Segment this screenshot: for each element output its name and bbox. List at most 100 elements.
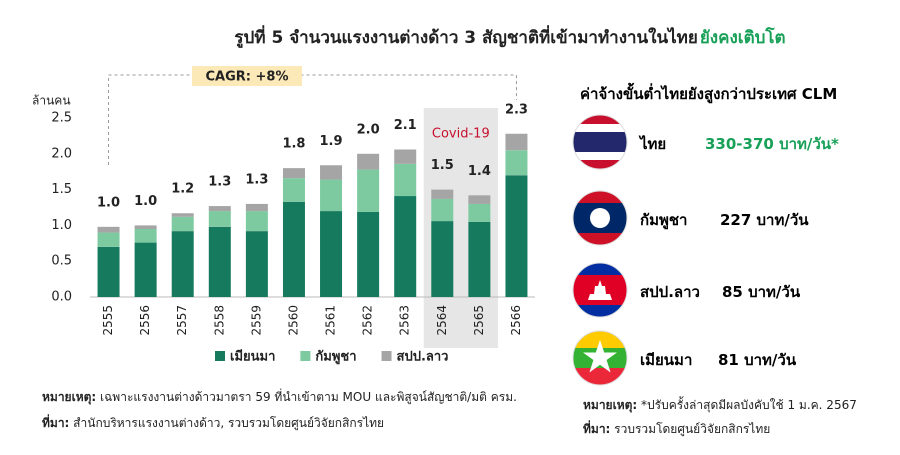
title-highlight: ยังคงเติบโต bbox=[700, 27, 786, 48]
total-label: 1.4 bbox=[468, 164, 491, 179]
x-tick-label: 2561 bbox=[324, 305, 338, 336]
y-tick-label: 2.5 bbox=[51, 111, 72, 126]
bar-segment bbox=[320, 179, 343, 212]
x-tick-label: 2565 bbox=[472, 305, 486, 336]
y-tick-label: 1.5 bbox=[51, 182, 72, 197]
x-tick-label: 2566 bbox=[509, 305, 523, 336]
total-label: 1.3 bbox=[245, 172, 268, 187]
x-tick-label: 2555 bbox=[101, 305, 115, 336]
title-main: รูปที่ 5 จำนวนแรงงานต่างด้าว 3 สัญชาติที… bbox=[234, 25, 697, 49]
legend-swatch bbox=[215, 351, 225, 361]
source-label: ที่มา: bbox=[42, 416, 70, 430]
bar-segment bbox=[97, 226, 120, 233]
note: หมายเหตุ: *ปรับครั้งล่าสุดมีผลบังคับใช้ … bbox=[583, 396, 857, 415]
chart: รูปที่ 5 จำนวนแรงงานต่างด้าว 3 สัญชาติที… bbox=[32, 25, 786, 365]
bar-segment bbox=[394, 149, 417, 164]
x-tick-label: 2563 bbox=[398, 305, 412, 336]
note: หมายเหตุ: เฉพาะแรงงานต่างด้าวมาตรา 59 ที… bbox=[42, 388, 517, 407]
cagr-box bbox=[192, 66, 302, 86]
bar-segment bbox=[505, 175, 528, 297]
covid-label: Covid-19 bbox=[432, 127, 490, 142]
x-tick-label: 2562 bbox=[361, 305, 375, 336]
bar-segment bbox=[505, 133, 528, 151]
note-label: หมายเหตุ: bbox=[583, 398, 638, 412]
bar-segment bbox=[134, 228, 157, 243]
bar-segment bbox=[171, 216, 194, 232]
x-tick-label: 2558 bbox=[212, 305, 226, 336]
source: ที่มา: สำนักบริหารแรงงานต่างด้าว, รวบรวม… bbox=[42, 414, 384, 433]
wage: 330-370 บาท/วัน* bbox=[705, 135, 839, 153]
total-label: 2.0 bbox=[357, 122, 380, 137]
x-tick-label: 2557 bbox=[175, 305, 189, 336]
total-label: 1.8 bbox=[282, 137, 305, 152]
bar-segment bbox=[357, 211, 380, 297]
bar-segment bbox=[357, 153, 380, 170]
flag bbox=[572, 262, 628, 318]
country-name: กัมพูชา bbox=[640, 211, 688, 229]
bar-segment bbox=[97, 232, 120, 247]
bar-segment bbox=[282, 201, 305, 297]
total-label: 1.0 bbox=[134, 194, 157, 209]
wage-row: เมียนมา 81 บาท/วัน bbox=[570, 328, 890, 388]
x-tick-label: 2560 bbox=[286, 305, 300, 336]
total-label: 1.5 bbox=[431, 158, 454, 173]
bar-segment bbox=[431, 221, 454, 297]
flag-thai bbox=[572, 114, 628, 170]
bar-segment bbox=[134, 242, 157, 297]
legend-label: กัมพูชา bbox=[315, 350, 356, 365]
bar-segment bbox=[134, 225, 157, 229]
bar-segment bbox=[468, 195, 491, 204]
bar-segment bbox=[171, 231, 194, 297]
bar-segment bbox=[320, 165, 343, 180]
bar-segment bbox=[282, 178, 305, 202]
source: ที่มา: รวบรวมโดยศูนย์วิจัยกสิกรไทย bbox=[583, 420, 770, 439]
bar-segment bbox=[208, 211, 231, 227]
y-tick-label: 0.0 bbox=[51, 290, 72, 305]
source-text: รวบรวมโดยศูนย์วิจัยกสิกรไทย bbox=[610, 422, 771, 436]
wage: 85 บาท/วัน bbox=[722, 283, 801, 301]
chart-title: รูปที่ 5 จำนวนแรงงานต่างด้าว 3 สัญชาติที… bbox=[234, 25, 785, 49]
bar-segment bbox=[468, 221, 491, 297]
bar-segment bbox=[505, 150, 528, 176]
bar-segment bbox=[320, 211, 343, 297]
total-label: 1.2 bbox=[171, 182, 194, 197]
source-text: สำนักบริหารแรงงานต่างด้าว, รวบรวมโดยศูนย… bbox=[69, 416, 385, 430]
panel-title: ค่าจ้างขั้นต่ำไทยยังสูงกว่าประเทศ CLM bbox=[580, 85, 838, 103]
x-tick-label: 2564 bbox=[435, 305, 449, 336]
legend-swatch bbox=[381, 351, 392, 361]
y-tick-label: 0.5 bbox=[51, 254, 72, 269]
source-label: ที่มา: bbox=[583, 422, 611, 436]
country-name: ไทย bbox=[640, 135, 667, 153]
bar-segment bbox=[394, 196, 417, 297]
total-label: 1.3 bbox=[208, 175, 231, 190]
wage: 227 บาท/วัน bbox=[720, 211, 809, 229]
bar-segment bbox=[208, 206, 231, 212]
legend-label: เมียนมา bbox=[230, 349, 275, 365]
bar-segment bbox=[245, 211, 268, 232]
bar-segment bbox=[208, 226, 231, 297]
legend-swatch bbox=[300, 351, 311, 361]
bar-segment bbox=[468, 203, 491, 222]
wage-row: ไทย 330-370 บาท/วัน* bbox=[570, 112, 890, 172]
note-text: *ปรับครั้งล่าสุดมีผลบังคับใช้ 1 ม.ค. 256… bbox=[637, 398, 857, 412]
total-label: 1.9 bbox=[320, 134, 343, 149]
total-label: 2.3 bbox=[505, 102, 528, 117]
note-label: หมายเหตุ: bbox=[42, 390, 97, 404]
y-axis-label: ล้านคน bbox=[32, 94, 71, 108]
y-tick-label: 1.0 bbox=[51, 218, 72, 233]
total-label: 2.1 bbox=[394, 118, 417, 133]
cagr-label: CAGR: +8% bbox=[206, 70, 289, 85]
x-tick-label: 2559 bbox=[249, 305, 263, 336]
legend-label: สปป.ลาว bbox=[397, 350, 449, 365]
bar-segment bbox=[245, 203, 268, 212]
wage-row: กัมพูชา 227 บาท/วัน bbox=[570, 188, 890, 248]
country-name: เมียนมา bbox=[640, 351, 693, 369]
wage-row: สปป.ลาว 85 บาท/วัน bbox=[570, 260, 890, 320]
x-tick-label: 2556 bbox=[138, 305, 152, 336]
y-tick-label: 2.0 bbox=[51, 146, 72, 161]
flag bbox=[572, 330, 628, 386]
total-label: 1.0 bbox=[97, 195, 120, 210]
bar-segment bbox=[431, 189, 454, 199]
bar-segment bbox=[171, 213, 194, 217]
